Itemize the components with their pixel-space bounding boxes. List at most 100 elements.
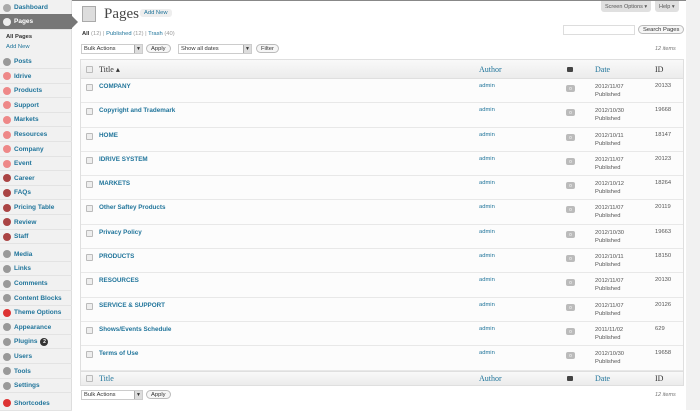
comment-count-badge[interactable]: 0: [566, 157, 575, 165]
author-link[interactable]: admin: [479, 350, 495, 357]
sidebar-item-review[interactable]: Review: [0, 216, 72, 230]
column-date[interactable]: Date: [595, 373, 611, 383]
page-title-link[interactable]: Shows/Events Schedule: [99, 325, 172, 333]
comment-count-badge[interactable]: 0: [566, 109, 575, 117]
apply-button[interactable]: Apply: [146, 44, 171, 53]
bulk-actions-select[interactable]: Bulk Actions ▼: [81, 44, 143, 54]
help-button[interactable]: Help ▾: [655, 1, 679, 12]
row-checkbox[interactable]: [86, 229, 93, 237]
sidebar-item-shortcodes[interactable]: Shortcodes: [0, 397, 72, 411]
page-title-link[interactable]: COMPANY: [99, 83, 131, 90]
page-title-link[interactable]: Other Saftey Products: [99, 204, 166, 212]
page-title-link[interactable]: IDRIVE SYSTEM: [99, 155, 148, 163]
sidebar-item-markets[interactable]: Markets: [0, 113, 72, 128]
page-title-link[interactable]: Terms of Use: [99, 350, 139, 358]
column-id[interactable]: ID: [655, 373, 664, 383]
column-id[interactable]: ID: [655, 65, 664, 74]
row-checkbox[interactable]: [86, 181, 93, 189]
sidebar-item-tools[interactable]: Tools: [0, 365, 72, 379]
author-link[interactable]: admin: [479, 155, 495, 162]
filter-published[interactable]: Published: [106, 31, 132, 37]
sidebar-item-faqs[interactable]: FAQs: [0, 186, 72, 201]
sidebar-item-plugins[interactable]: Plugins 2: [0, 335, 72, 350]
sidebar-item-support[interactable]: Support: [0, 99, 72, 113]
author-link[interactable]: admin: [479, 83, 495, 89]
sidebar-item-theme-options[interactable]: Theme Options: [0, 306, 72, 321]
column-title[interactable]: Title: [99, 373, 114, 383]
sidebar-item-pages[interactable]: Pages: [0, 14, 78, 30]
author-link[interactable]: admin: [479, 107, 495, 114]
row-checkbox[interactable]: [86, 254, 93, 262]
sidebar-item-comments[interactable]: Comments: [0, 277, 72, 291]
page-title-link[interactable]: RESOURCES: [99, 277, 139, 285]
author-link[interactable]: admin: [479, 253, 495, 260]
comment-count-badge[interactable]: 0: [566, 327, 575, 335]
author-link[interactable]: admin: [479, 301, 495, 308]
comment-bubble-icon[interactable]: [567, 67, 573, 72]
comment-count-badge[interactable]: 0: [566, 279, 575, 287]
search-pages-button[interactable]: Search Pages: [638, 25, 685, 34]
author-link[interactable]: admin: [479, 180, 495, 187]
comment-count-badge[interactable]: 0: [566, 230, 575, 238]
row-checkbox[interactable]: [86, 278, 93, 286]
scrollbar[interactable]: [686, 0, 700, 410]
author-link[interactable]: admin: [479, 325, 495, 332]
author-link[interactable]: admin: [479, 228, 495, 235]
comment-count-badge[interactable]: 0: [566, 85, 575, 92]
comment-bubble-icon[interactable]: [567, 375, 573, 381]
comment-count-badge[interactable]: 0: [566, 206, 575, 214]
sidebar-item-media[interactable]: Media: [0, 248, 72, 262]
author-link[interactable]: admin: [479, 131, 495, 138]
sidebar-item-users[interactable]: Users: [0, 350, 72, 364]
sidebar-item-resources[interactable]: Resources: [0, 128, 72, 142]
bulk-actions-select-bottom[interactable]: Bulk Actions ▼: [81, 390, 143, 400]
filter-button[interactable]: Filter: [256, 44, 279, 53]
page-title-link[interactable]: MARKETS: [99, 180, 131, 188]
row-checkbox[interactable]: [86, 302, 93, 310]
submenu-add-new[interactable]: Add New: [6, 44, 30, 50]
submenu-all-pages[interactable]: All Pages: [6, 34, 33, 40]
sidebar-item-content-blocks[interactable]: Content Blocks: [0, 292, 72, 306]
sidebar-item-staff[interactable]: Staff: [0, 230, 72, 245]
sidebar-item-posts[interactable]: Posts: [0, 55, 72, 69]
page-title-link[interactable]: PRODUCTS: [99, 253, 135, 261]
comment-count-badge[interactable]: 0: [566, 182, 575, 190]
apply-button-bottom[interactable]: Apply: [146, 390, 171, 399]
page-title-link[interactable]: HOME: [99, 131, 118, 139]
sidebar-item-dashboard[interactable]: Dashboard: [0, 1, 72, 15]
row-checkbox[interactable]: [86, 351, 93, 359]
sidebar-item-idrive[interactable]: Idrive: [0, 70, 72, 84]
screen-options-button[interactable]: Screen Options ▾: [601, 1, 652, 12]
row-checkbox[interactable]: [86, 156, 93, 164]
row-checkbox[interactable]: [86, 84, 93, 91]
author-link[interactable]: admin: [479, 277, 495, 284]
add-new-button[interactable]: Add New: [140, 9, 172, 17]
sidebar-item-company[interactable]: Company: [0, 143, 72, 157]
sidebar-item-settings[interactable]: Settings: [0, 379, 72, 394]
row-checkbox[interactable]: [86, 108, 93, 116]
filter-trash[interactable]: Trash: [148, 31, 163, 37]
sidebar-item-career[interactable]: Career: [0, 172, 72, 186]
sidebar-item-pricing-table[interactable]: Pricing Table: [0, 201, 72, 215]
comment-count-badge[interactable]: 0: [566, 133, 575, 141]
select-all-checkbox[interactable]: [86, 66, 93, 73]
row-checkbox[interactable]: [86, 326, 93, 334]
sidebar-item-appearance[interactable]: Appearance: [0, 321, 72, 335]
page-title-link[interactable]: SERVICE & SUPPORT: [99, 301, 166, 309]
row-checkbox[interactable]: [86, 205, 93, 213]
page-title-link[interactable]: Privacy Policy: [99, 228, 142, 236]
author-link[interactable]: admin: [479, 204, 495, 211]
sidebar-item-links[interactable]: Links: [0, 262, 72, 277]
sidebar-item-products[interactable]: Products: [0, 84, 72, 99]
page-title-link[interactable]: Copyright and Trademark: [99, 107, 176, 115]
select-all-checkbox[interactable]: [86, 374, 93, 382]
comment-count-badge[interactable]: 0: [566, 352, 575, 360]
row-checkbox[interactable]: [86, 132, 93, 140]
comment-count-badge[interactable]: 0: [566, 303, 575, 311]
column-date[interactable]: Date: [595, 65, 611, 74]
search-input[interactable]: [563, 25, 635, 35]
date-filter-select[interactable]: Show all dates ▼: [178, 44, 252, 54]
sidebar-item-event[interactable]: Event: [0, 157, 72, 172]
comment-count-badge[interactable]: 0: [566, 255, 575, 263]
column-title[interactable]: Title ▴: [99, 65, 120, 74]
